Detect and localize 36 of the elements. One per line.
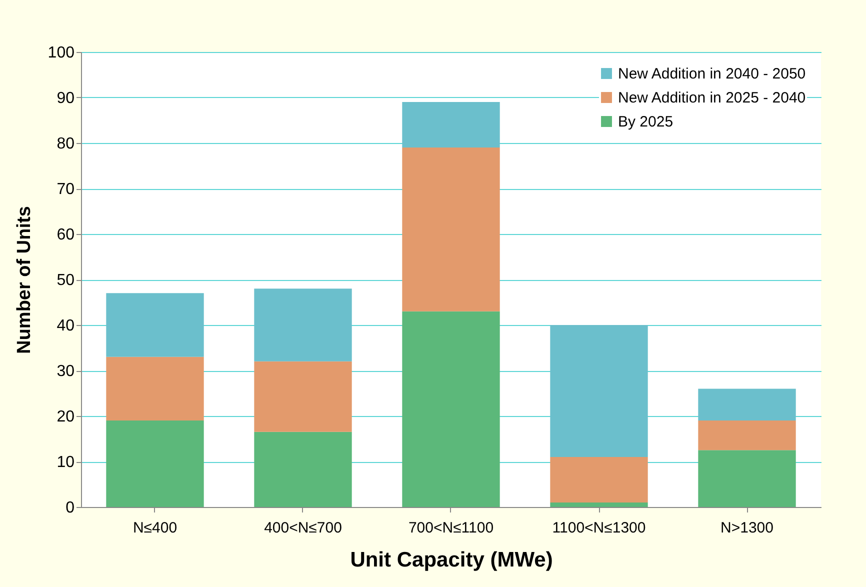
bar [254, 361, 352, 432]
x-tick-label: N≤400 [132, 520, 178, 536]
y-tick-label: 70 [56, 181, 75, 198]
bar [550, 456, 648, 502]
y-tick-label: 30 [56, 363, 75, 380]
x-tick-label: 400<N≤700 [264, 520, 342, 536]
x-tick-label: 1100<N≤1300 [552, 520, 646, 536]
bar [106, 420, 204, 507]
bar [106, 293, 204, 357]
y-tick-label: 60 [56, 226, 75, 244]
bar [698, 388, 796, 421]
x-tick-label: 700<N≤1100 [408, 520, 494, 536]
y-tick-label: 80 [56, 136, 75, 152]
y-tick-label: 10 [56, 454, 75, 471]
bar [402, 102, 500, 148]
y-tick-label: 100 [48, 44, 75, 62]
x-tick-label: N>1300 [720, 520, 774, 536]
bar [402, 148, 500, 312]
bar [254, 432, 352, 507]
y-axis-title: Number of Units [14, 206, 35, 354]
bar [402, 311, 500, 507]
legend-label: By 2025 [618, 114, 674, 130]
y-tick-label: 0 [66, 500, 75, 516]
legend-label: New Addition in 2025 - 2040 [618, 90, 806, 106]
bar [698, 420, 796, 450]
bar [550, 325, 648, 457]
y-tick-label: 90 [56, 90, 75, 107]
legend-label: New Addition in 2040 - 2050 [618, 66, 806, 82]
bar [106, 356, 204, 421]
y-tick-label: 40 [56, 318, 75, 334]
bar [698, 450, 796, 507]
bar [254, 288, 352, 362]
y-tick-label: 50 [56, 272, 75, 289]
bar [550, 502, 648, 507]
x-axis-title: Unit Capacity (MWe) [350, 548, 553, 572]
y-tick-label: 20 [56, 408, 75, 426]
